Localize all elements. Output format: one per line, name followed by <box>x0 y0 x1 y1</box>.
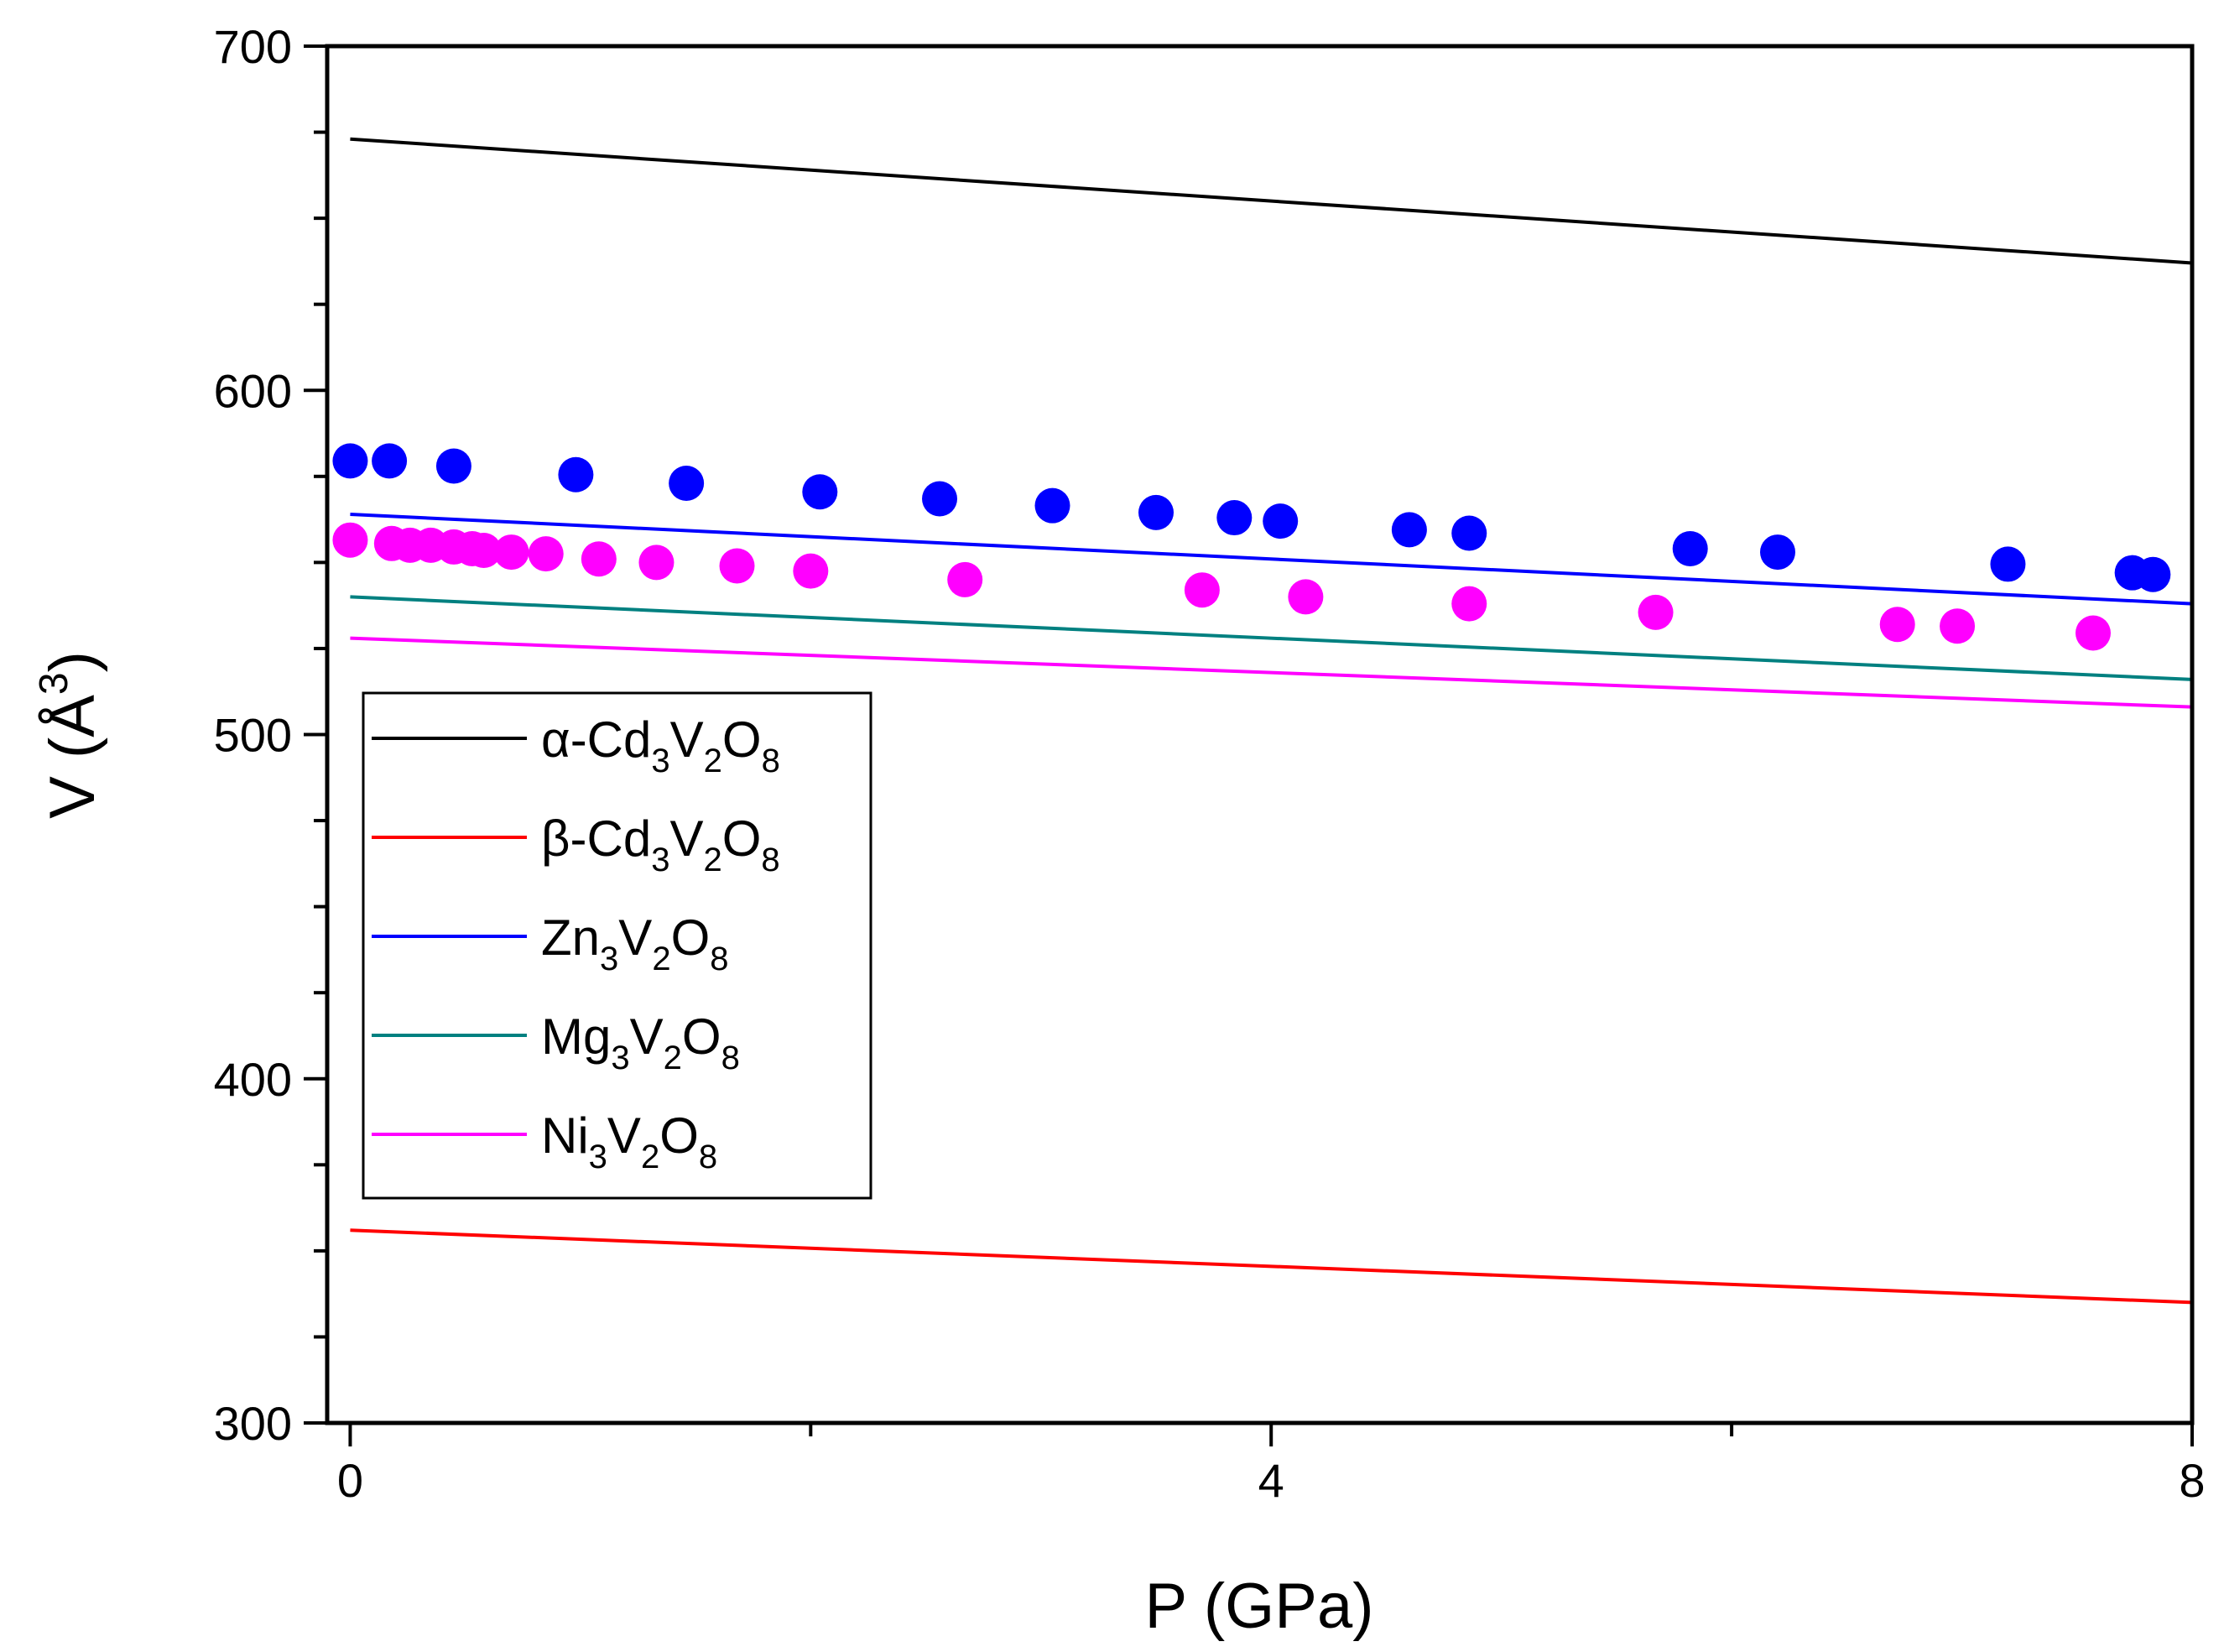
plot-frame <box>325 44 2195 1425</box>
data-point-s2-18 <box>1638 594 1674 630</box>
data-point-s1-13 <box>1451 515 1487 551</box>
legend-subscript: 3 <box>651 743 669 779</box>
data-point-s1-11 <box>1263 503 1299 539</box>
legend-label-2: β-Cd3V2O8 <box>541 810 780 878</box>
data-point-s1-16 <box>1990 546 2026 582</box>
y-axis-title-sup: 3 <box>32 672 76 695</box>
y-axis-title-unit: Å <box>37 695 108 737</box>
data-point-s2-14 <box>947 561 983 597</box>
legend-label-3: Zn3V2O8 <box>541 909 728 977</box>
legend-subscript: 2 <box>703 842 721 878</box>
data-point-s1-5 <box>669 466 705 502</box>
legend-text-part: α-Cd <box>541 711 651 768</box>
legend-text-part: V <box>670 711 704 768</box>
data-point-s2-1 <box>332 522 368 558</box>
y-tick-label: 300 <box>214 1397 292 1450</box>
data-point-s1-15 <box>1760 534 1795 571</box>
legend-subscript: 8 <box>721 1040 740 1076</box>
data-point-s2-8 <box>493 534 529 571</box>
data-point-s1-18 <box>2135 556 2171 592</box>
legend-subscript: 8 <box>761 842 779 878</box>
legend-text-part: Ni <box>541 1107 589 1164</box>
legend-subscript: 2 <box>641 1139 659 1175</box>
y-tick-label: 400 <box>214 1053 292 1106</box>
x-axis-title: P (GPa) <box>1144 1571 1373 1642</box>
data-point-s2-11 <box>638 545 674 581</box>
data-point-s1-2 <box>372 443 408 479</box>
data-point-s1-7 <box>922 481 958 517</box>
legend-subscript: 8 <box>762 743 780 779</box>
x-tick-label: 4 <box>1258 1454 1284 1507</box>
data-point-s1-3 <box>435 448 471 484</box>
data-point-s1-9 <box>1138 494 1174 530</box>
legend-subscript: 8 <box>699 1139 717 1175</box>
data-point-s2-10 <box>581 541 617 577</box>
y-axis-title-base: V ( <box>37 737 108 819</box>
data-point-s1-8 <box>1034 487 1070 524</box>
legend-text-part: V <box>669 810 703 867</box>
y-axis-title: V (Å3) <box>32 651 108 819</box>
series-line-1 <box>350 137 2193 265</box>
legend-subscript: 3 <box>600 941 618 977</box>
series-line-2 <box>350 1228 2193 1305</box>
series-lines <box>350 137 2193 1305</box>
legend-subscript: 3 <box>589 1139 607 1175</box>
legend-text-part: O <box>659 1107 699 1164</box>
data-point-s2-13 <box>793 553 829 589</box>
data-point-s2-16 <box>1288 579 1324 615</box>
data-point-s1-1 <box>332 443 368 479</box>
legend-text-part: Zn <box>541 909 600 966</box>
axis-ticks <box>304 44 2194 1446</box>
legend-label-1: α-Cd3V2O8 <box>541 711 780 779</box>
legend-subscript: 8 <box>710 941 728 977</box>
legend-text-part: O <box>722 711 762 768</box>
x-tick-label: 8 <box>2179 1454 2205 1507</box>
legend-text-part: β-Cd <box>541 810 651 867</box>
data-point-s1-12 <box>1391 512 1427 548</box>
series-line-3 <box>350 512 2193 606</box>
data-point-s2-15 <box>1184 572 1220 608</box>
y-tick-label: 700 <box>214 20 292 73</box>
legend-label-4: Mg3V2O8 <box>541 1008 740 1076</box>
legend-text-part: V <box>607 1107 641 1164</box>
data-point-s2-21 <box>2075 615 2111 651</box>
legend-subscript: 3 <box>611 1040 629 1076</box>
legend-label-5: Ni3V2O8 <box>541 1107 717 1175</box>
tick-labels: 0 4 8 300 400 500 600 700 <box>214 20 2206 1507</box>
legend-subscript: 2 <box>664 1040 682 1076</box>
data-point-s2-9 <box>528 536 564 572</box>
data-point-s1-4 <box>558 456 594 492</box>
legend-text-part: V <box>630 1008 664 1065</box>
data-point-s1-14 <box>1672 530 1708 566</box>
legend-box <box>362 691 872 1200</box>
legend-text-part: O <box>722 810 762 867</box>
data-point-s1-6 <box>802 474 838 510</box>
data-point-s2-17 <box>1451 586 1487 622</box>
legend-text-part: O <box>671 909 711 966</box>
series-line-5 <box>350 636 2193 709</box>
legend-text-part: O <box>682 1008 721 1065</box>
x-tick-label: 0 <box>337 1454 363 1507</box>
y-tick-label: 600 <box>214 364 292 417</box>
legend-subscript: 2 <box>652 941 670 977</box>
series-line-4 <box>350 595 2193 681</box>
legend-subscript: 2 <box>704 743 722 779</box>
scatter-points <box>332 443 2171 651</box>
data-point-s2-19 <box>1879 607 1915 643</box>
data-point-s2-12 <box>719 548 755 584</box>
legend-text-part: V <box>618 909 652 966</box>
y-axis-title-close: ) <box>37 651 108 672</box>
data-point-s2-20 <box>1940 608 1976 644</box>
legend-text-part: Mg <box>541 1008 611 1065</box>
y-tick-label: 500 <box>214 709 292 762</box>
data-point-s2-7 <box>466 533 502 569</box>
legend-subscript: 3 <box>651 842 669 878</box>
data-point-s1-10 <box>1216 500 1253 536</box>
